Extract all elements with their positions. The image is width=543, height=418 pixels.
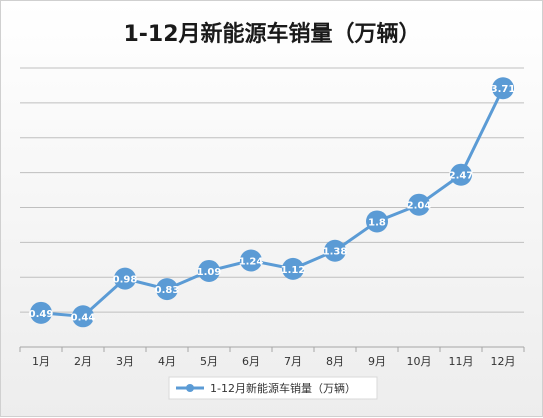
data-label: 3.71 — [491, 84, 516, 95]
data-label: 2.04 — [407, 201, 432, 212]
data-point — [198, 259, 220, 282]
x-tick-label: 7月 — [284, 355, 302, 368]
x-tick-label: 6月 — [242, 355, 260, 368]
data-point — [450, 163, 472, 186]
x-tick-label: 8月 — [326, 355, 344, 368]
x-tick-label: 3月 — [116, 355, 134, 368]
data-point — [30, 301, 52, 324]
x-tick-label: 1月 — [32, 355, 50, 368]
grid-lines — [20, 67, 524, 313]
x-tick-label: 9月 — [368, 355, 386, 368]
data-label: 0.44 — [71, 312, 96, 323]
x-tick-label: 12月 — [491, 355, 516, 368]
data-label: 1.24 — [239, 257, 264, 268]
data-point — [492, 77, 514, 100]
data-point — [72, 305, 94, 328]
data-label: 1.8 — [368, 217, 386, 228]
x-tick-label: 2月 — [74, 355, 92, 368]
series-layer: 0.49 0.44 0.98 0.83 1.09 1.24 1.12 1.38 1.8 2.04 2… — [29, 77, 516, 328]
data-label: 0.83 — [155, 285, 180, 296]
data-label: 1.12 — [281, 265, 306, 276]
x-tick-label: 11月 — [449, 355, 474, 368]
data-point — [282, 257, 304, 280]
legend-marker-icon — [186, 384, 194, 392]
x-tick-label: 5月 — [200, 355, 218, 368]
x-tick-label: 4月 — [158, 355, 176, 368]
x-tick-label: 10月 — [407, 355, 432, 368]
legend-label: 1-12月新能源车销量（万辆） — [210, 381, 356, 395]
x-axis-ticks: 1月 2月 3月 4月 5月 6月 7月 8月 9月 10月 11月 12月 — [19, 347, 525, 368]
data-label: 2.47 — [449, 171, 474, 182]
data-label: 0.49 — [29, 309, 54, 320]
data-point — [156, 278, 178, 301]
data-point — [366, 210, 388, 233]
series-line — [40, 87, 505, 318]
chart-title: 1-12月新能源车销量（万辆） — [123, 21, 420, 47]
data-point — [114, 267, 136, 290]
data-point — [240, 249, 262, 272]
data-label: 0.98 — [113, 275, 138, 286]
data-point — [408, 193, 430, 216]
data-label: 1.38 — [323, 247, 348, 258]
data-label: 1.09 — [197, 267, 222, 278]
legend-box — [168, 376, 378, 400]
data-point — [324, 239, 346, 262]
legend: 1-12月新能源车销量（万辆） — [168, 376, 378, 400]
